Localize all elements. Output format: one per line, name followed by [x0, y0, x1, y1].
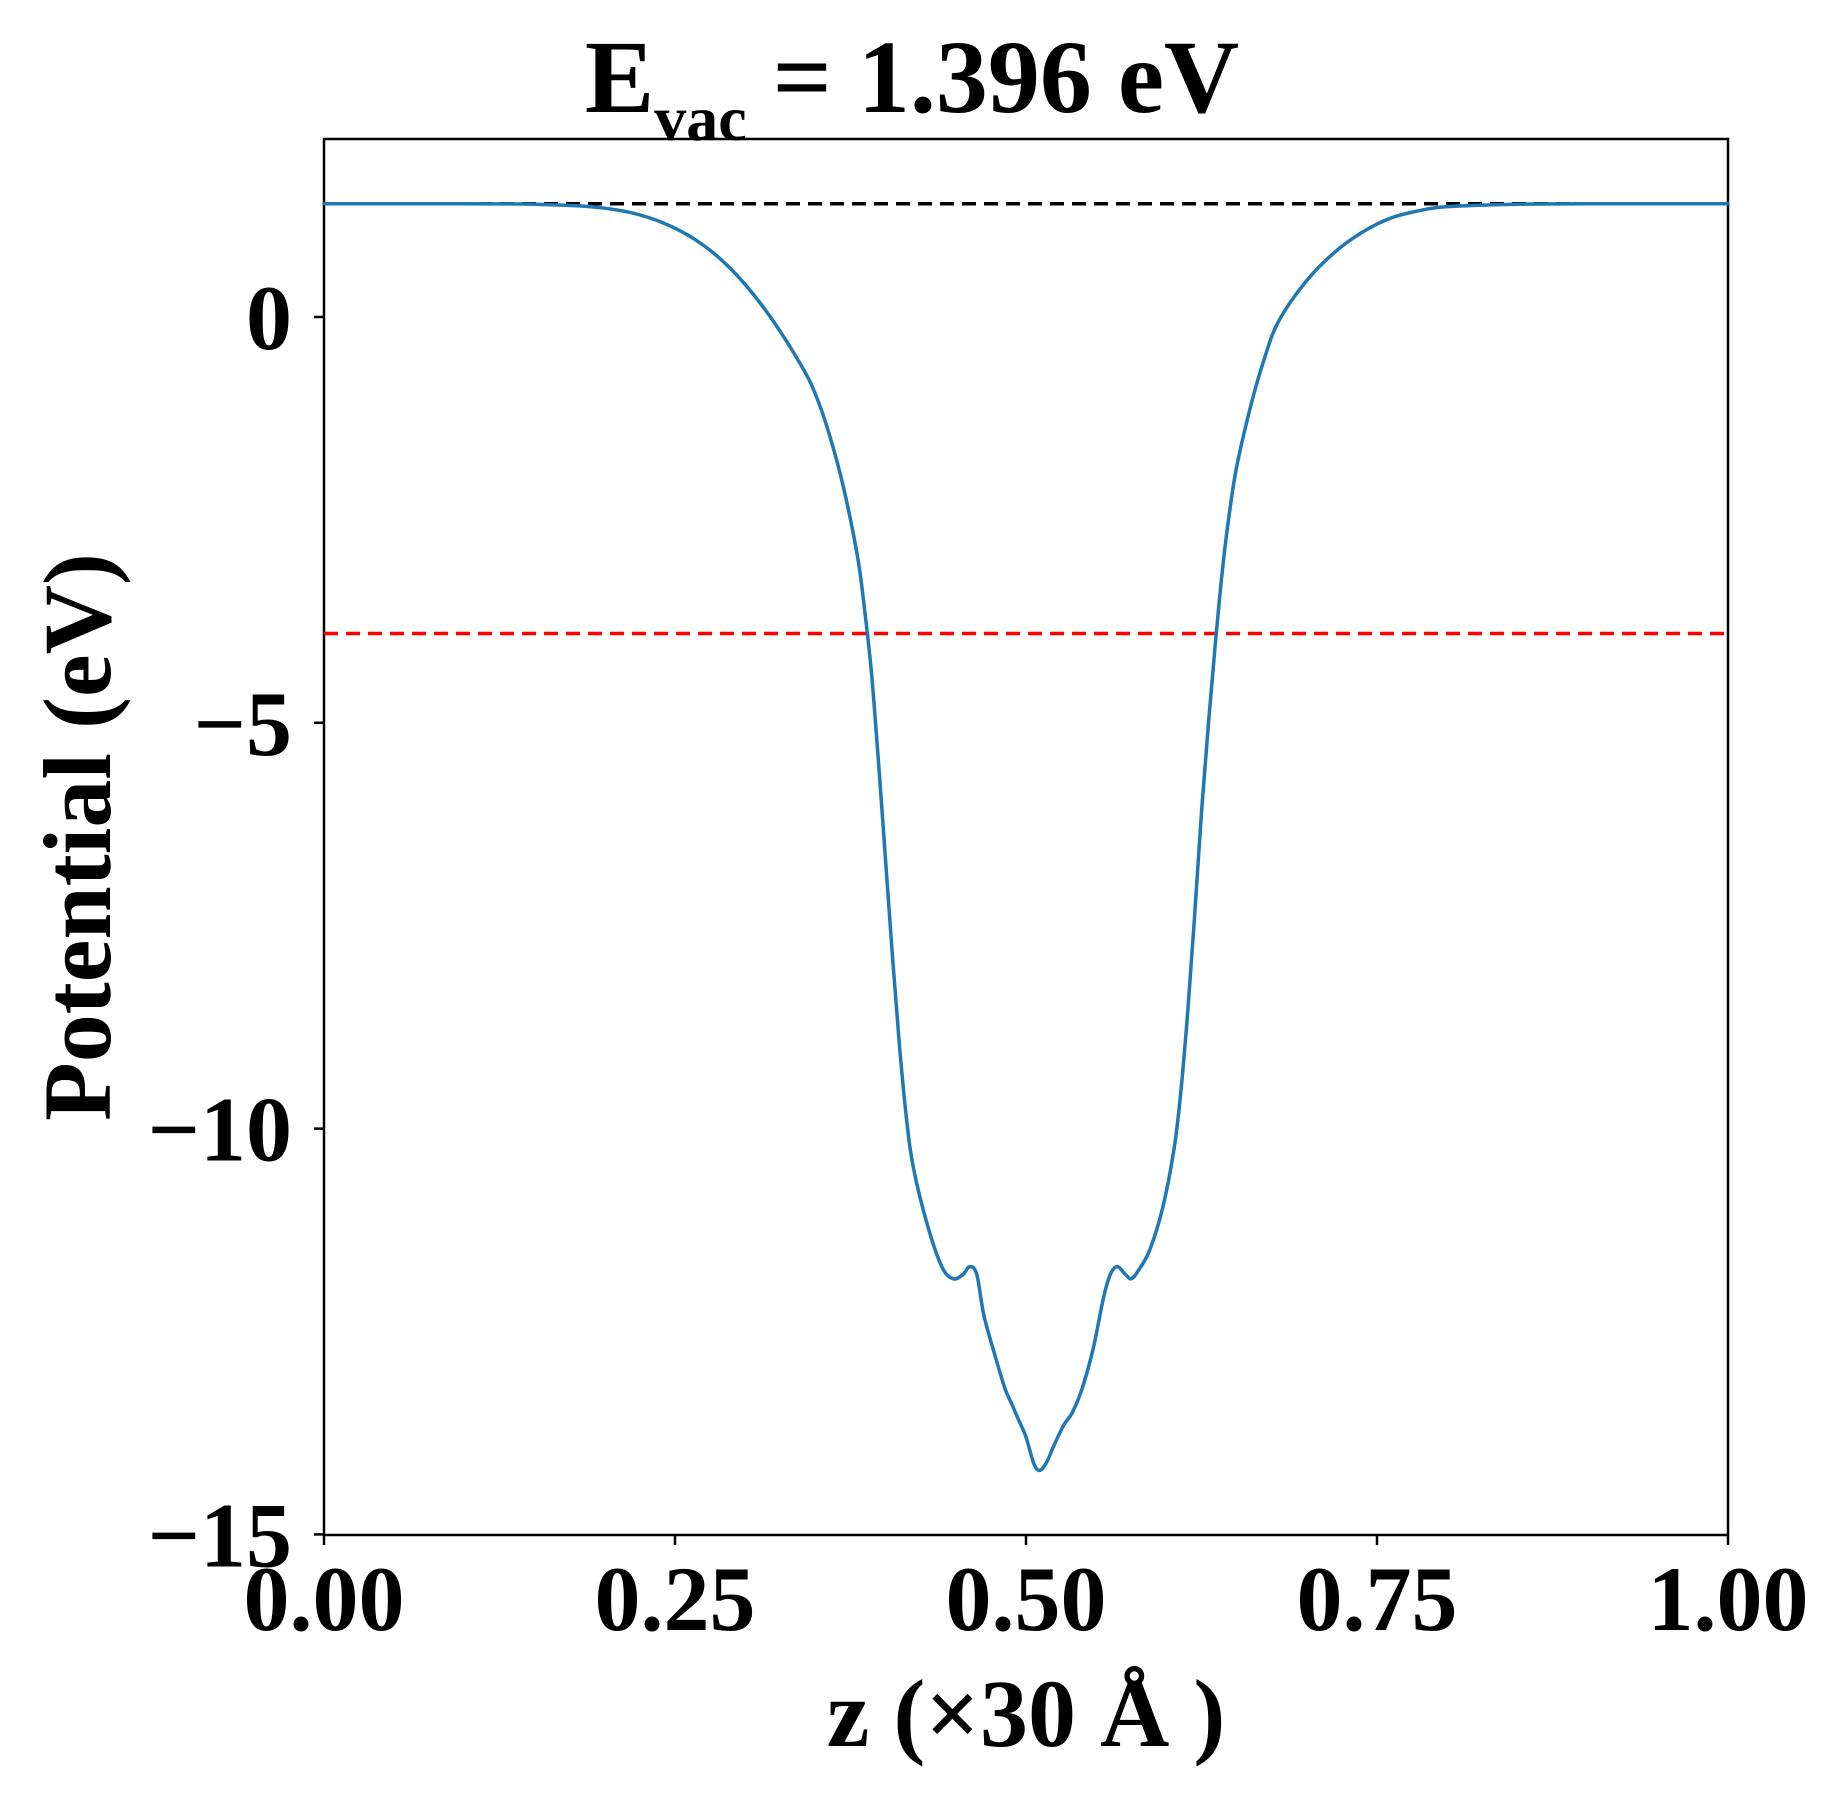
- y-tick-label-2: −10: [148, 1079, 292, 1181]
- x-axis-label: z (×30 Å ): [827, 1660, 1226, 1767]
- y-axis-ticks: 0 −5 −10 −15: [148, 267, 324, 1586]
- x-tick-label-2: 0.50: [946, 1548, 1107, 1650]
- x-axis-ticks: 0.00 0.25 0.50 0.75 1.00: [244, 1535, 1809, 1650]
- series-line-0: [322, 201, 1730, 1473]
- y-tick-label-3: −15: [148, 1484, 292, 1586]
- chart-title-subscript: vac: [654, 83, 746, 154]
- y-axis-label: Potential (eV): [24, 553, 131, 1121]
- plot-frame: [322, 137, 1730, 1537]
- x-tick-label-0: 0.00: [244, 1548, 405, 1650]
- chart-title-rest: = 1.396 eV: [747, 20, 1240, 135]
- x-tick-label-3: 0.75: [1297, 1548, 1458, 1650]
- reference-lines: [324, 201, 1728, 636]
- y-tick-label-1: −5: [194, 673, 292, 775]
- series-group: [322, 201, 1730, 1473]
- chart-title: Evac = 1.396 eV: [585, 20, 1239, 154]
- x-tick-label-4: 1.00: [1648, 1548, 1809, 1650]
- x-tick-label-1: 0.25: [595, 1548, 756, 1650]
- chart-title-main: E: [585, 20, 654, 135]
- y-tick-label-0: 0: [246, 267, 292, 369]
